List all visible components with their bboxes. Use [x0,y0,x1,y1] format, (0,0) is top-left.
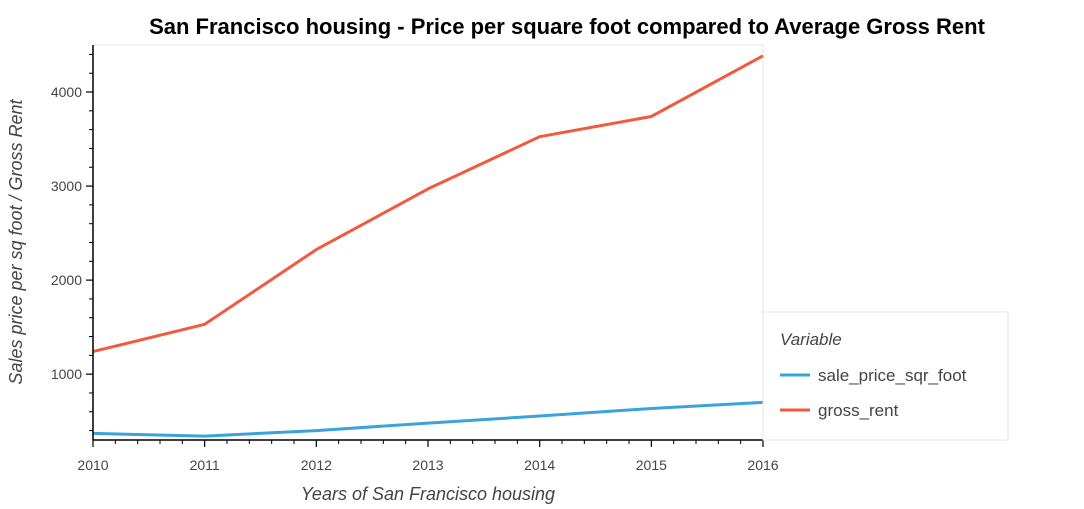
series-layer [92,54,764,438]
y-axis-label: Sales price per sq foot / Gross Rent [6,98,26,384]
x-ticks: 2010 2011 2012 2013 2014 2015 2016 [77,440,779,473]
x-tick-label: 2011 [190,457,220,473]
series-line-gross_rent [92,54,764,354]
plot-area [92,44,764,441]
x-tick-label: 2016 [747,457,778,473]
legend-label: sale_price_sqr_foot [818,366,967,385]
y-tick-label: 2000 [51,272,82,288]
x-tick-label: 2010 [77,457,108,473]
legend: Variable sale_price_sqr_foot gross_rent [762,311,1009,441]
legend-title: Variable [780,330,842,349]
legend-label: gross_rent [818,401,899,420]
x-tick-label: 2012 [301,457,332,473]
y-tick-label: 1000 [51,366,82,382]
chart-title: San Francisco housing - Price per square… [149,14,985,39]
y-tick-label: 4000 [51,84,82,100]
x-tick-label: 2014 [524,457,555,473]
x-tick-label: 2015 [636,457,667,473]
y-tick-label: 3000 [51,178,82,194]
y-ticks: 1000 2000 3000 4000 [51,53,93,432]
legend-items: sale_price_sqr_foot gross_rent [780,366,967,420]
x-tick-label: 2013 [412,457,443,473]
series-line-sale_price_sqr_foot [92,400,764,438]
x-axis-label: Years of San Francisco housing [301,484,555,504]
